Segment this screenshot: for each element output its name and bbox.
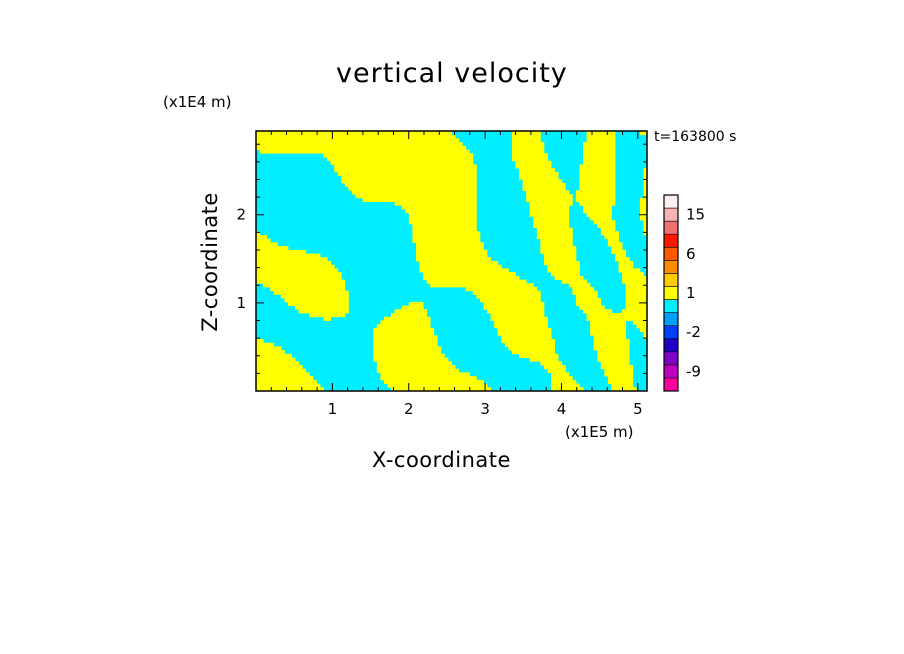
chart-title: vertical velocity bbox=[336, 58, 568, 89]
colorbar-swatch bbox=[663, 377, 679, 392]
colorbar-tick-label: 1 bbox=[686, 284, 696, 302]
x-tick-label: 4 bbox=[557, 400, 567, 418]
colorbar-swatch bbox=[663, 364, 679, 379]
colorbar-swatch bbox=[663, 246, 679, 261]
colorbar-swatch bbox=[663, 260, 679, 274]
y-tick-label: 1 bbox=[236, 294, 246, 312]
colorbar-swatch bbox=[663, 207, 679, 222]
axes: 1 2 3 4 5 1 2 bbox=[236, 130, 648, 418]
colorbar-swatch bbox=[663, 220, 679, 235]
colorbar-swatch bbox=[663, 312, 679, 326]
colorbar-swatch bbox=[663, 351, 679, 366]
x-axis-unit: (x1E5 m) bbox=[565, 423, 634, 441]
velocity-field bbox=[256, 131, 647, 391]
z-axis-unit: (x1E4 m) bbox=[163, 93, 232, 111]
x-axis-title: X-coordinate bbox=[372, 448, 511, 472]
colorbar-tick-label: 15 bbox=[686, 206, 705, 224]
x-tick-label: 5 bbox=[633, 400, 643, 418]
time-annotation: t=163800 s bbox=[654, 129, 737, 145]
colorbar-swatch bbox=[663, 233, 679, 248]
colorbar-swatch bbox=[663, 194, 679, 209]
colorbar-tick-label: -2 bbox=[686, 323, 701, 341]
y-tick-label: 2 bbox=[236, 206, 246, 224]
colorbar-swatch bbox=[663, 299, 679, 313]
colorbar-frame bbox=[663, 194, 679, 392]
plot-frame bbox=[255, 130, 648, 392]
positive-velocity-region bbox=[256, 131, 647, 391]
x-tick-label: 3 bbox=[480, 400, 490, 418]
colorbar: -9 -2 1 6 15 bbox=[663, 194, 705, 392]
colorbar-tick-label: -9 bbox=[686, 362, 701, 380]
colorbar-swatch bbox=[663, 273, 679, 287]
x-tick-label: 1 bbox=[328, 400, 338, 418]
x-tick-label: 2 bbox=[404, 400, 414, 418]
colorbar-swatch bbox=[663, 325, 679, 340]
colorbar-swatch bbox=[663, 338, 679, 353]
colorbar-tick-label: 6 bbox=[686, 245, 696, 263]
colorbar-swatch bbox=[663, 286, 679, 300]
